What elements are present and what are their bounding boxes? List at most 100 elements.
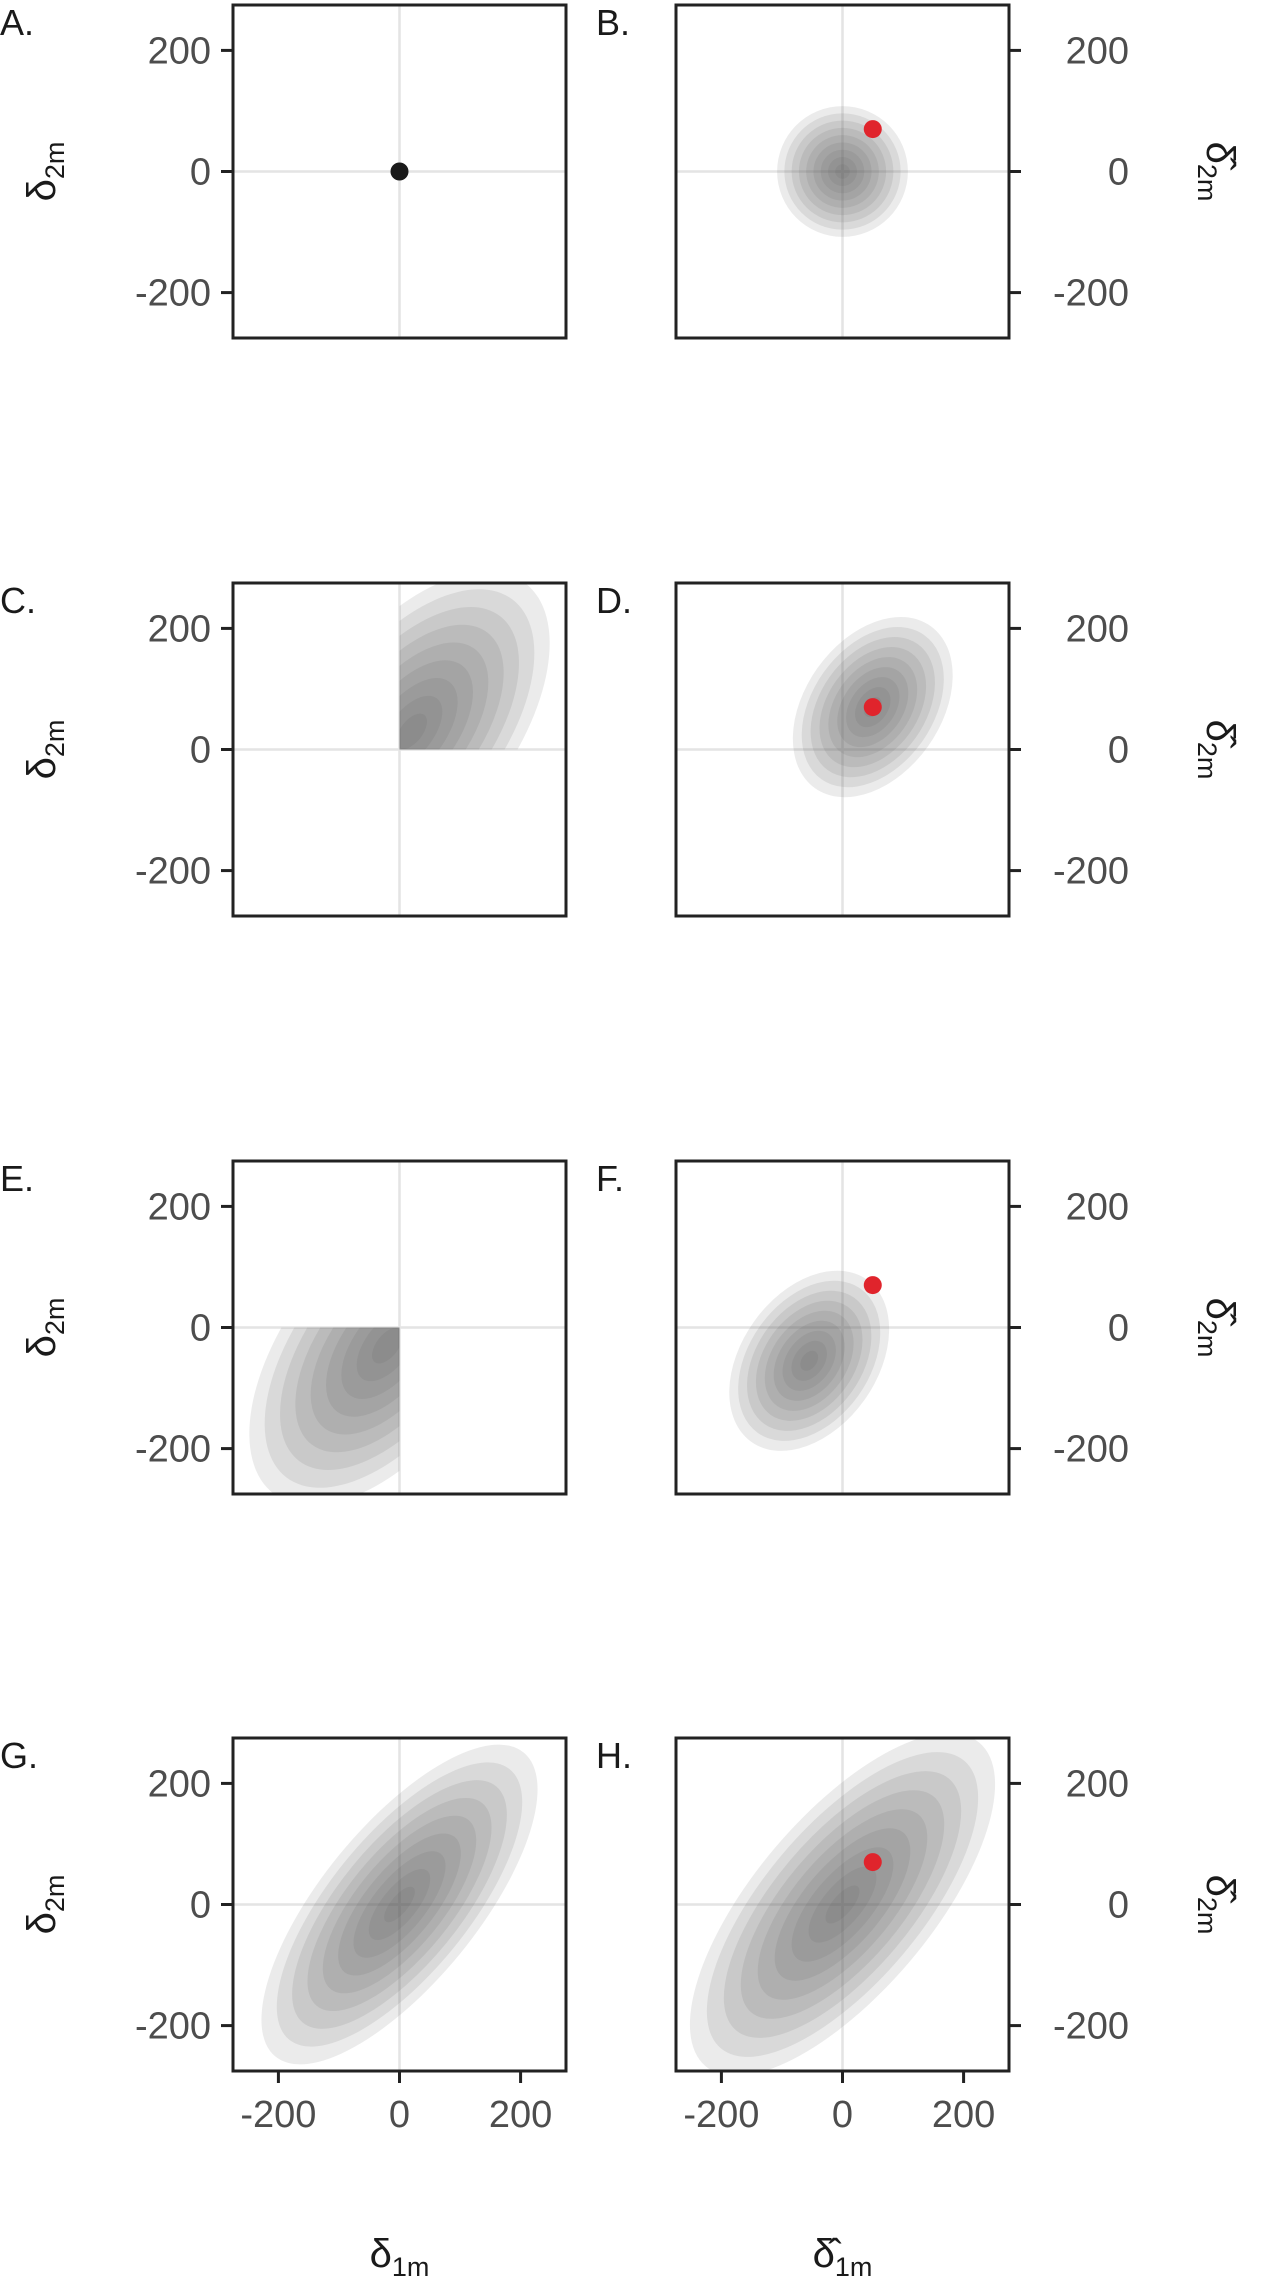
y-tick-label: 200: [148, 30, 211, 72]
axis-title-subscript: 2m: [1192, 1320, 1222, 1358]
axis-title: δ2m: [20, 142, 70, 202]
density-contours: [729, 1270, 890, 1451]
y-tick-label: 200: [1066, 608, 1129, 650]
y-tick-label: -200: [135, 1429, 211, 1471]
density-level: [791, 120, 894, 223]
density-level: [399, 713, 427, 750]
density-level: [264, 1327, 400, 1488]
density-level: [399, 583, 550, 750]
axis-title: δ̂1m: [813, 2232, 873, 2282]
density-level: [384, 1886, 415, 1923]
data-point: [863, 1276, 882, 1295]
axis-title-base: δ: [370, 2232, 392, 2276]
y-tick-label: 0: [1108, 1885, 1129, 1927]
plot-area: [233, 5, 566, 338]
density-level: [280, 1327, 400, 1470]
plot-area: [676, 1738, 1009, 2071]
y-tick-label: -200: [135, 2006, 211, 2048]
plot-area: [233, 1738, 566, 2071]
axis-title-subscript: 2m: [40, 142, 70, 180]
density-level: [353, 1851, 446, 1958]
density-level: [341, 1327, 400, 1399]
density-level: [307, 1797, 492, 2012]
density-level: [326, 1327, 400, 1417]
panel-f: F. -200 0 200 δ̂2m: [596, 1158, 1242, 1496]
plot-area: [233, 583, 566, 916]
panel-label: A.: [0, 2, 34, 43]
y-tick-label: 0: [190, 1885, 211, 1927]
y-tick-label: 0: [190, 1308, 211, 1350]
panel-a: A. -200 0 200 δ2m: [0, 2, 568, 340]
density-level: [261, 1744, 538, 2065]
density-level: [755, 1300, 863, 1421]
y-tick-label: 0: [1108, 730, 1129, 772]
density-level: [399, 624, 504, 750]
axis-title: δ1m: [370, 2232, 430, 2282]
axis-title: δ̂2m: [1192, 1875, 1242, 1935]
y-tick-label: 200: [148, 1763, 211, 1805]
density-contours: [261, 1744, 538, 2065]
density-level: [399, 589, 535, 750]
y-tick-label: -200: [1053, 2006, 1129, 2048]
axis-title: δ2m: [20, 720, 70, 780]
y-tick-label: 0: [190, 730, 211, 772]
density-contours: [777, 106, 908, 237]
panel-e: E. -200 0 200 δ2m: [0, 1158, 568, 1496]
axis-title-base: δ: [20, 757, 64, 779]
axis-title-subscript: 1m: [392, 2252, 430, 2282]
density-level: [747, 1290, 872, 1431]
data-point: [863, 698, 882, 717]
panel-label: H.: [596, 1735, 632, 1776]
density-level: [706, 1752, 979, 2057]
panel-label: E.: [0, 1158, 34, 1199]
axis-title-subscript: 2m: [1192, 742, 1222, 780]
panel-label: D.: [596, 580, 632, 621]
y-tick-label: -200: [135, 273, 211, 315]
density-level: [723, 1771, 962, 2038]
x-tick-label: -200: [240, 2094, 316, 2136]
panel-c: C. -200 0 200 δ2m: [0, 580, 568, 918]
density-level: [764, 1310, 854, 1411]
axis-title-subscript: 2m: [40, 1298, 70, 1336]
axis-title-subscript: 2m: [40, 720, 70, 758]
density-level: [399, 642, 489, 750]
x-tick-label: 200: [489, 2094, 552, 2136]
x-tick-label: -200: [683, 2094, 759, 2136]
density-level: [800, 1350, 819, 1371]
density-level: [740, 1790, 945, 2019]
density-level: [356, 1327, 400, 1382]
density-contours: [689, 1738, 996, 2071]
axis-title-subscript: 1m: [835, 2252, 873, 2282]
panel-label: B.: [596, 2, 630, 43]
panel-label: G.: [0, 1735, 38, 1776]
density-level: [310, 1327, 400, 1435]
axis-title-base: δ: [20, 179, 64, 201]
density-level: [322, 1815, 477, 1994]
density-level: [295, 1327, 400, 1453]
x-tick-label: 0: [389, 2094, 410, 2136]
y-tick-label: 200: [148, 1186, 211, 1228]
density-level: [791, 1340, 827, 1381]
axis-title: δ̂2m: [1192, 142, 1242, 202]
density-level: [782, 1330, 836, 1391]
axis-title-base: δ: [20, 1335, 64, 1357]
plot-area: [676, 1161, 1009, 1494]
axis-title: δ̂2m: [1192, 1298, 1242, 1358]
axis-title: δ2m: [20, 1875, 70, 1935]
density-level: [798, 127, 887, 216]
axis-title: δ2m: [20, 1298, 70, 1358]
y-tick-label: -200: [135, 851, 211, 893]
density-level: [372, 1327, 400, 1364]
plot-area: [233, 1161, 566, 1494]
y-tick-label: 200: [148, 608, 211, 650]
density-level: [777, 106, 908, 237]
density-level: [791, 1847, 894, 1962]
density-level: [808, 1866, 877, 1943]
panel-g: G. -200 0 200 -200 0 200 δ2m δ1m: [0, 1735, 568, 2282]
density-level: [399, 695, 443, 750]
density-level: [835, 164, 850, 179]
y-tick-label: 200: [1066, 1763, 1129, 1805]
density-contours: [249, 1327, 400, 1494]
density-level: [276, 1762, 523, 2047]
